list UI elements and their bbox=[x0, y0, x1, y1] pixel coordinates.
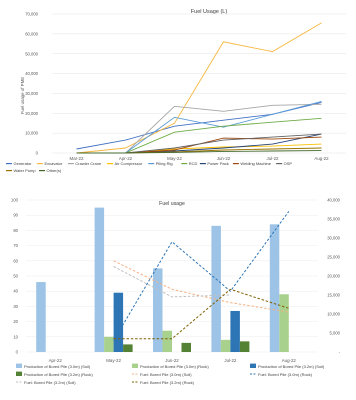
chart1-xtick-label: Jun-22 bbox=[217, 156, 231, 161]
chart2-ytick-label: 100 bbox=[11, 198, 19, 203]
chart2-ytick-label: 50 bbox=[13, 274, 18, 279]
chart2-xtick-label: Apr-22 bbox=[49, 358, 63, 363]
chart2-bar bbox=[153, 268, 163, 352]
chart2-ytick-label: 60 bbox=[13, 258, 18, 263]
chart1-xtick-label: Apr-22 bbox=[119, 156, 133, 161]
chart2-legend-label: Production of Bored Pile (3.2m) (Soil) bbox=[258, 364, 325, 369]
chart2-xtick-label: Jun-22 bbox=[165, 358, 179, 363]
chart1-ytick-label: 70,000 bbox=[25, 12, 38, 17]
chart2-series-line bbox=[113, 288, 289, 340]
chart1-xtick-label: May-22 bbox=[167, 156, 182, 161]
chart1-xtick-label: Jul-22 bbox=[267, 156, 280, 161]
chart2-bar bbox=[36, 282, 46, 352]
chart1-legend-label: Welding Machine bbox=[240, 161, 271, 166]
chart1-series-line bbox=[76, 133, 322, 154]
chart2-ytick-label: 10 bbox=[13, 334, 18, 339]
chart2-bar bbox=[220, 339, 231, 352]
chart1-legend-label: Crawler Crane bbox=[75, 161, 102, 166]
chart1-xtick-label: Mar-22 bbox=[70, 156, 84, 161]
chart2-series-line bbox=[113, 260, 289, 313]
chart2-bar bbox=[211, 225, 221, 352]
chart1-legend-label: Other(s) bbox=[47, 168, 62, 173]
chart2-legend-label: Fuel: Bored Pile (3.2m) (Soil) bbox=[24, 380, 76, 385]
chart2-y2tick-label: 40,000 bbox=[327, 198, 340, 203]
chart2-legend-swatch bbox=[16, 371, 22, 376]
chart2-bar bbox=[123, 344, 133, 352]
chart1-legend-label: Air Compressor bbox=[115, 161, 143, 166]
chart2-y2tick-label: 35,000 bbox=[327, 217, 340, 222]
chart2-bar bbox=[104, 336, 114, 352]
chart1-legend-label: Excavator bbox=[44, 161, 62, 166]
chart1-series-line bbox=[76, 150, 322, 154]
chart2-series-line bbox=[113, 266, 231, 298]
chart2-legend-swatch bbox=[132, 363, 138, 368]
chart2-y2tick-label: 15,000 bbox=[327, 293, 340, 298]
chart1-ytick-label: 20,000 bbox=[25, 111, 38, 116]
chart1-ylabel: Fuel usage of PME bbox=[20, 77, 25, 114]
chart2-legend-swatch bbox=[250, 363, 256, 368]
chart2-xtick-label: Aug-22 bbox=[282, 358, 297, 363]
chart2-bar bbox=[181, 342, 191, 352]
chart2-legend-label: Production of Bored Pile (3.2m) (Rock) bbox=[24, 372, 93, 377]
chart2-bar bbox=[279, 294, 289, 352]
chart2-bar bbox=[113, 292, 124, 352]
chart2-legend-swatch bbox=[16, 363, 22, 368]
chart1-xtick-label: Aug-22 bbox=[314, 156, 329, 161]
chart2-bar bbox=[230, 310, 240, 352]
chart2-xtick-label: Jul-22 bbox=[224, 358, 237, 363]
chart2-legend-label: Fuel: Bored Pile (3.0m) (Rock) bbox=[258, 372, 313, 377]
chart2-ytick-label: 70 bbox=[13, 243, 18, 248]
chart1-ytick-label: 10,000 bbox=[25, 131, 38, 136]
chart2-title: Fuel usage bbox=[159, 201, 185, 207]
chart2-bar bbox=[239, 341, 250, 352]
chart2-ytick-label: 80 bbox=[13, 228, 18, 233]
chart1-ytick-label: 0 bbox=[36, 151, 39, 156]
chart2-bar bbox=[162, 330, 172, 352]
chart2-ytick-label: 30 bbox=[13, 304, 18, 309]
chart1-ytick-label: 40,000 bbox=[25, 71, 38, 76]
chart2-y2tick-label: - bbox=[339, 350, 341, 355]
chart1-title: Fuel Usage (L) bbox=[191, 9, 228, 15]
chart2-bar bbox=[269, 224, 280, 352]
chart2-y2tick-label: 25,000 bbox=[327, 255, 340, 260]
chart1-legend-label: Water Pump bbox=[14, 168, 37, 173]
chart1-legend-label: Power Pack bbox=[207, 161, 228, 166]
chart2-series-line bbox=[113, 211, 290, 341]
chart2-legend-label: Fuel: Bored Pile (3.2m) (Rock) bbox=[140, 380, 195, 385]
chart1-legend-label: Piling Rig bbox=[156, 161, 173, 166]
chart2-y2tick-label: 5,000 bbox=[330, 331, 341, 336]
chart2-ytick-label: 90 bbox=[13, 213, 18, 218]
chart1-ytick-label: 30,000 bbox=[25, 91, 38, 96]
chart2-ytick-label: 0 bbox=[16, 350, 19, 355]
chart2-bar bbox=[94, 207, 105, 352]
chart1-legend-label: OSP bbox=[284, 161, 293, 166]
chart2-legend-label: Production of Bored Pile (3.0m) (Soil) bbox=[24, 364, 91, 369]
chart2-ytick-label: 40 bbox=[13, 289, 18, 294]
chart2-legend-label: Production of Bored Pile (3.0m) (Rock) bbox=[140, 364, 209, 369]
chart2-y2tick-label: 30,000 bbox=[327, 236, 340, 241]
chart1-legend-label: RCD bbox=[189, 161, 198, 166]
chart2-y2tick-label: 10,000 bbox=[327, 312, 340, 317]
chart1-ytick-label: 60,000 bbox=[25, 31, 38, 36]
chart1-series-line bbox=[76, 22, 322, 154]
chart2-legend-label: Fuel: Bored Pile (3.0m) (Soil) bbox=[140, 372, 192, 377]
chart2-xtick-label: May-22 bbox=[106, 358, 121, 363]
chart1-series-line bbox=[76, 133, 322, 154]
chart2-ytick-label: 20 bbox=[13, 319, 18, 324]
chart2-y2tick-label: 20,000 bbox=[327, 274, 340, 279]
chart1-legend-label: Generator bbox=[14, 161, 33, 166]
chart1-ytick-label: 50,000 bbox=[25, 51, 38, 56]
